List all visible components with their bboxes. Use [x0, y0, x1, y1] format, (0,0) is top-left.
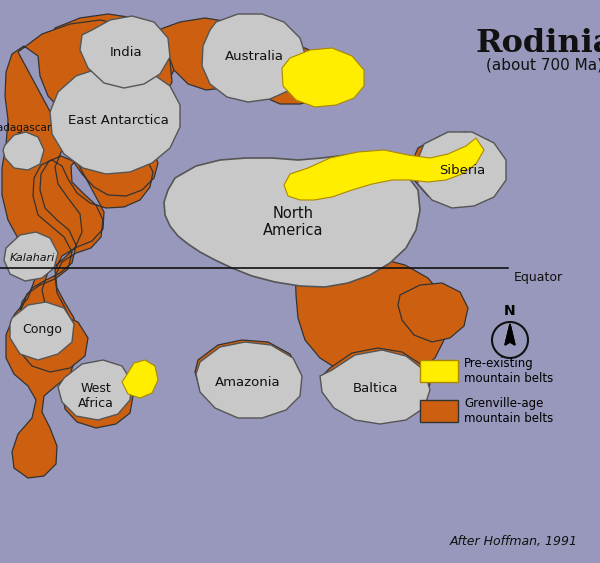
Text: N: N	[504, 304, 516, 318]
Text: Siberia: Siberia	[439, 163, 485, 176]
Polygon shape	[3, 132, 44, 170]
Text: West
Africa: West Africa	[78, 382, 114, 410]
Polygon shape	[52, 14, 175, 112]
Polygon shape	[122, 360, 158, 398]
Polygon shape	[196, 342, 302, 418]
Polygon shape	[195, 340, 300, 414]
Polygon shape	[18, 315, 88, 372]
Polygon shape	[80, 16, 170, 88]
Polygon shape	[164, 155, 420, 287]
Text: India: India	[110, 46, 142, 59]
Polygon shape	[58, 360, 132, 420]
Text: Madagascar: Madagascar	[0, 123, 52, 133]
Polygon shape	[50, 66, 180, 174]
Text: Australia: Australia	[224, 51, 284, 64]
Polygon shape	[10, 302, 74, 360]
Text: Equator: Equator	[514, 271, 563, 284]
Polygon shape	[230, 44, 335, 104]
Polygon shape	[322, 348, 430, 422]
Polygon shape	[505, 324, 515, 345]
Polygon shape	[4, 232, 58, 281]
Polygon shape	[63, 374, 133, 428]
Polygon shape	[420, 360, 458, 382]
Polygon shape	[295, 255, 448, 380]
Text: (about 700 Ma): (about 700 Ma)	[487, 58, 600, 73]
Polygon shape	[202, 14, 306, 102]
Text: Pre-existing
mountain belts: Pre-existing mountain belts	[464, 357, 553, 385]
Polygon shape	[505, 324, 515, 345]
Text: After Hoffman, 1991: After Hoffman, 1991	[450, 535, 578, 548]
Polygon shape	[398, 283, 468, 342]
Text: Rodinia: Rodinia	[476, 28, 600, 59]
Polygon shape	[420, 400, 458, 422]
Text: East Antarctica: East Antarctica	[68, 114, 169, 127]
Text: North
America: North America	[263, 206, 323, 238]
Text: Kalahari: Kalahari	[10, 253, 55, 263]
Polygon shape	[320, 350, 430, 424]
Polygon shape	[282, 48, 364, 107]
Polygon shape	[416, 132, 506, 208]
Polygon shape	[284, 138, 484, 200]
Text: Baltica: Baltica	[353, 382, 399, 395]
Polygon shape	[412, 132, 502, 204]
Text: Congo: Congo	[22, 324, 62, 337]
Text: Grenville-age
mountain belts: Grenville-age mountain belts	[464, 397, 553, 425]
Polygon shape	[158, 18, 255, 90]
Text: Amazonia: Amazonia	[215, 377, 281, 390]
Polygon shape	[2, 20, 172, 478]
